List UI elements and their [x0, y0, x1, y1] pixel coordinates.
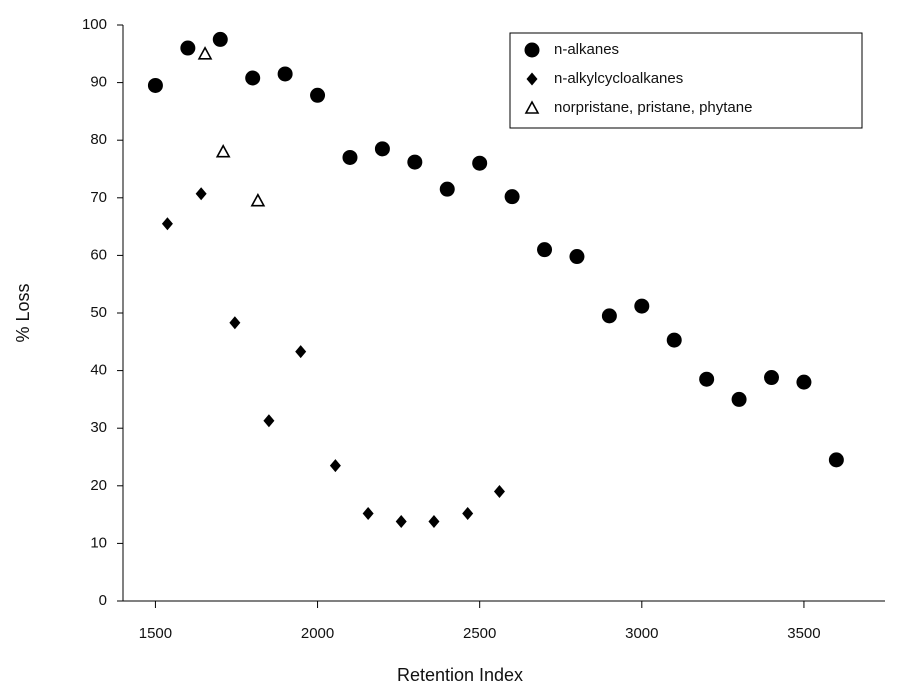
legend-label: n-alkylcycloalkanes — [554, 70, 683, 87]
point — [277, 66, 293, 82]
y-tick-label: 90 — [90, 74, 107, 91]
point — [310, 87, 326, 103]
x-tick-label: 2500 — [463, 625, 496, 642]
y-tick-label: 0 — [99, 592, 107, 609]
y-axis-label: % Loss — [13, 283, 33, 342]
point — [493, 485, 505, 499]
y-tick-label: 100 — [82, 16, 107, 33]
point — [147, 77, 163, 93]
point — [161, 217, 173, 231]
point — [342, 149, 358, 165]
y-tick-label: 10 — [90, 534, 107, 551]
legend-label: n-alkanes — [554, 41, 619, 58]
legend-marker — [526, 72, 538, 86]
x-tick-label: 2000 — [301, 625, 334, 642]
legend-marker — [524, 100, 540, 114]
point — [329, 459, 341, 473]
point — [180, 40, 196, 56]
point — [569, 249, 585, 265]
point — [601, 308, 617, 324]
point — [374, 141, 390, 157]
y-tick-label: 20 — [90, 477, 107, 494]
point — [699, 371, 715, 387]
x-tick-label: 3500 — [787, 625, 820, 642]
point — [395, 515, 407, 529]
legend-box — [509, 32, 863, 129]
legend-label: norpristane, pristane, phytane — [554, 99, 752, 116]
legend-marker — [524, 42, 540, 58]
y-tick-label: 30 — [90, 419, 107, 436]
point — [229, 316, 241, 330]
point — [472, 155, 488, 171]
point — [634, 298, 650, 314]
y-tick-label: 60 — [90, 246, 107, 263]
point — [212, 31, 228, 47]
point — [537, 242, 553, 258]
x-tick-label: 3000 — [625, 625, 658, 642]
point — [462, 506, 474, 520]
y-tick-label: 40 — [90, 362, 107, 379]
point — [263, 414, 275, 428]
point — [245, 70, 261, 86]
point — [504, 189, 520, 205]
x-tick-label: 1500 — [139, 625, 172, 642]
y-tick-label: 70 — [90, 189, 107, 206]
point — [828, 452, 844, 468]
point — [195, 187, 207, 201]
point — [796, 374, 812, 390]
point — [362, 506, 374, 520]
x-axis-label: Retention Index — [397, 665, 523, 685]
point — [764, 370, 780, 386]
point — [250, 193, 266, 207]
point — [407, 154, 423, 170]
point — [197, 46, 213, 60]
y-tick-label: 50 — [90, 304, 107, 321]
point — [731, 391, 747, 407]
point — [666, 332, 682, 348]
y-tick-label: 80 — [90, 131, 107, 148]
point — [439, 181, 455, 197]
point — [428, 515, 440, 529]
point — [215, 144, 231, 158]
point — [295, 345, 307, 359]
